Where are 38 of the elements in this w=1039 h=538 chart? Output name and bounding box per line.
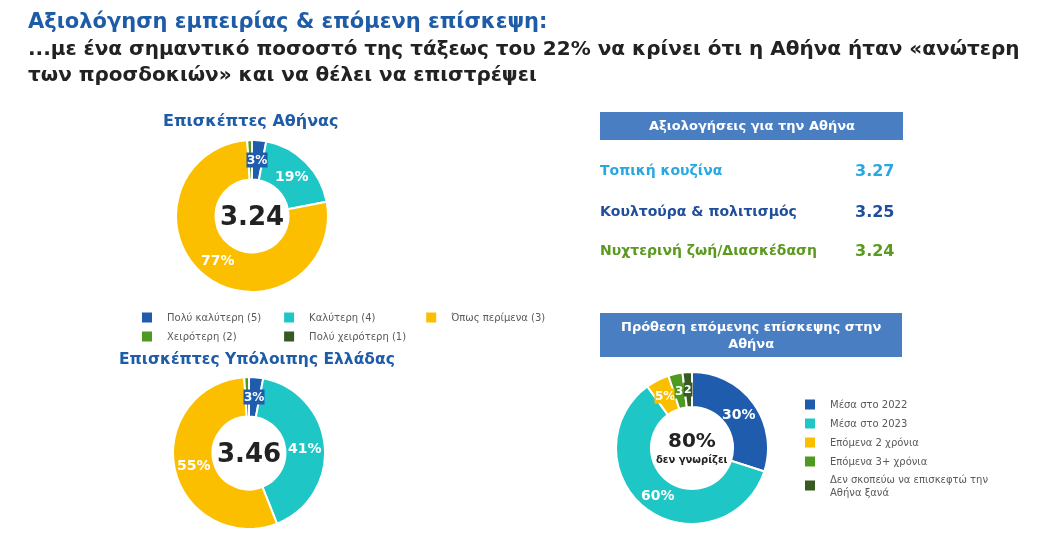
data-label: 3% [244, 390, 265, 404]
data-label: 3.27 [855, 161, 895, 180]
text: 80% [668, 428, 716, 452]
text: δεν γνωρίζει [656, 454, 728, 465]
text: 3.46 [217, 438, 282, 468]
chart-title: Επισκέπτες Αθήνας [163, 111, 339, 130]
data-label: 55% [177, 457, 211, 473]
chart-title: Επισκέπτες Υπόλοιπης Ελλάδας [119, 350, 395, 368]
legend-label: Μέσα στο 2023 [830, 418, 908, 430]
text: 3.24 [220, 201, 285, 231]
legend-label: Δεν σκοπεύω να επισκεφτώ την Αθήνα ξανά [830, 473, 989, 498]
category-label: Κουλτούρα & πολιτισμός [600, 203, 797, 219]
legend-label: Επόμενα 3+ χρόνια [830, 456, 928, 468]
legend-label: Μέσα στο 2022 [830, 399, 908, 411]
donut-slice [175, 139, 329, 293]
category-label: Τοπική κουζίνα [600, 162, 723, 178]
data-label: 3.25 [855, 202, 895, 221]
data-label: 77% [201, 252, 235, 268]
legend-label: Όπως περίμενα (3) [450, 312, 546, 324]
data-label: 2 [684, 383, 692, 396]
text: Αξιολογήσεις για την Αθήνα [649, 118, 856, 133]
legend-label: Καλύτερη (4) [309, 312, 376, 324]
data-label: 3 [675, 384, 684, 398]
legend-label: Επόμενα 2 χρόνια [830, 437, 920, 449]
data-label: 3.24 [855, 241, 895, 260]
data-label: 5% [655, 389, 676, 403]
category-label: Νυχτερινή ζωή/Διασκέδαση [600, 242, 817, 258]
legend-label: Πολύ καλύτερη (5) [167, 312, 262, 324]
data-label: 3% [247, 153, 268, 167]
data-label: 41% [288, 440, 322, 456]
data-label: 30% [722, 406, 756, 422]
text: ...με ένα σημαντικό ποσοστό της τάξεως του 22% να κρίνει ότι η Αθήνα ήταν «ανώτερη των προσδοκιών» και να θέλει να επιστρέψει [28, 36, 1020, 86]
data-label: 19% [275, 168, 309, 184]
text: Αξιολόγηση εμπειρίας & επόμενη επίσκεψη: [28, 9, 548, 33]
chart-title: Πρόθεση επόμενης επίσκεψης στην Αθήνα [621, 319, 882, 351]
data-label: 60% [641, 487, 675, 503]
legend-label: Χειρότερη (2) [167, 331, 237, 343]
legend-label: Πολύ χειρότερη (1) [309, 331, 407, 343]
